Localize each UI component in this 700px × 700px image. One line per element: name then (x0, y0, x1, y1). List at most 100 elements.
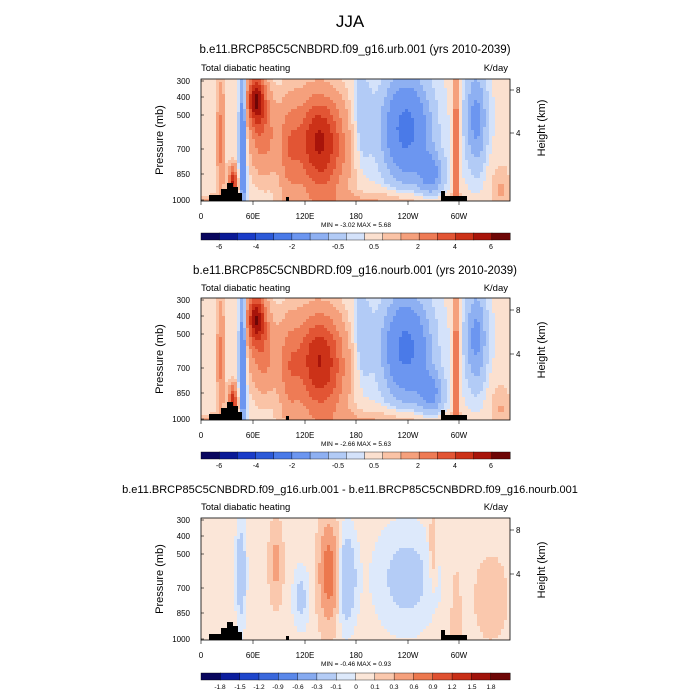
panel-1-colorbar-label: -2 (289, 244, 295, 251)
panel-2-ytick-right-label: 4 (516, 350, 521, 359)
colorbar-swatch (437, 232, 456, 241)
panel-3: b.e11.BRCP85C5CNBDRD.f09_g16.urb.001 - b… (122, 484, 578, 691)
colorbar-swatch (418, 232, 438, 241)
panel-1-ticks: 300 400 500 700 850 1000 8 4 0 60E 120E … (172, 77, 521, 221)
panel-3-colorbar-label: -1.5 (234, 684, 246, 691)
panel-2-ytick-label: 1000 (172, 415, 190, 424)
panel-1-left-string: Total diabatic heating (201, 63, 290, 74)
topography-mask (227, 402, 233, 420)
panel-1-ytick-label: 300 (177, 77, 191, 86)
topography-mask (233, 187, 238, 201)
colorbar-swatch (455, 451, 475, 460)
panel-1-colorbar (200, 232, 511, 241)
topography-mask (233, 626, 238, 640)
panel-1-ytick-label: 1000 (172, 196, 190, 205)
topography-mask (238, 193, 242, 201)
colorbar-swatch (374, 672, 395, 681)
panel-3-xtick-label: 0 (199, 651, 204, 660)
topography-mask (441, 410, 445, 420)
panel-1-ytick-right-label: 8 (516, 86, 521, 95)
colorbar-swatch (432, 672, 453, 681)
colorbar-swatch (309, 451, 329, 460)
panel-3-colorbar-label: 0.3 (389, 684, 398, 691)
panel-1-colorbar-labels: -6 -4 -2 -0.5 0.5 2 4 6 (216, 244, 493, 251)
colorbar-swatch (237, 232, 257, 241)
colorbar-swatch (437, 451, 456, 460)
panel-2-xtick-label: 60E (246, 431, 260, 440)
panel-2-colorbar-label: 6 (489, 463, 493, 470)
panel-2-ytick-label: 300 (177, 296, 191, 305)
panel-3-colorbar-label: -1.8 (214, 684, 226, 691)
colorbar-swatch (258, 672, 279, 681)
colorbar-swatch (273, 451, 293, 460)
topography-mask (286, 197, 289, 201)
colorbar-swatch (218, 451, 238, 460)
topography-mask (209, 195, 221, 201)
panel-1-ytick-label: 500 (177, 111, 191, 120)
panel-1-right-string: K/day (484, 63, 509, 74)
panel-3-ytick-right-label: 8 (516, 526, 521, 535)
colorbar-swatch (218, 232, 238, 241)
topography-mask (227, 183, 233, 201)
panel-3-ytick-label: 700 (177, 584, 191, 593)
panel-3-left-string: Total diabatic heating (201, 502, 290, 513)
topography-mask (227, 622, 233, 640)
panel-3-colorbar-label: 0.6 (409, 684, 418, 691)
panel-2-colorbar-label: 2 (416, 463, 420, 470)
panel-1-ytick-label: 850 (177, 170, 191, 179)
panel-3-xtick-label: 60W (451, 651, 468, 660)
topography-mask (286, 636, 289, 640)
panel-3-ytick-label: 500 (177, 550, 191, 559)
panel-1-minmax: MIN = -3.02 MAX = 5.68 (321, 222, 391, 229)
topography-mask (445, 635, 467, 640)
panel-2-colorbar-label: -0.5 (332, 463, 344, 470)
panel-1: b.e11.BRCP85C5CNBDRD.f09_g16.urb.001 (yr… (154, 44, 548, 251)
colorbar-swatch (471, 672, 492, 681)
topography-mask (221, 628, 227, 640)
panel-3-title: b.e11.BRCP85C5CNBDRD.f09_g16.urb.001 - b… (122, 484, 578, 496)
panel-2-ytick-label: 700 (177, 364, 191, 373)
panel-1-xtick-label: 120E (296, 212, 315, 221)
colorbar-swatch (316, 672, 337, 681)
colorbar-swatch (455, 232, 475, 241)
panel-1-colorbar-label: 0.5 (369, 244, 379, 251)
colorbar-swatch (491, 451, 511, 460)
topography-mask (238, 632, 242, 640)
panel-2-minmax: MIN = -2.66 MAX = 5.63 (321, 441, 391, 448)
panel-3-colorbar-labels: -1.8 -1.5 -1.2 -0.9 -0.6 -0.3 -0.1 0 0.1… (214, 684, 495, 691)
panel-1-ytick-label: 700 (177, 145, 191, 154)
topography-mask (209, 414, 221, 420)
panel-2-colorbar-label: 4 (453, 463, 457, 470)
topography-mask (286, 416, 289, 420)
topography-mask (238, 412, 242, 420)
panel-1-frame (200, 78, 511, 202)
panel-3-xtick-label: 120W (398, 651, 419, 660)
panel-2-ylabel: Pressure (mb) (154, 324, 166, 394)
colorbar-swatch (346, 232, 366, 241)
panel-1-colorbar-label: 2 (416, 244, 420, 251)
panel-3-colorbar-label: -0.9 (272, 684, 284, 691)
panel-1-colorbar-label: -4 (253, 244, 259, 251)
colorbar-swatch (200, 232, 220, 241)
panel-1-title: b.e11.BRCP85C5CNBDRD.f09_g16.urb.001 (yr… (199, 44, 510, 56)
topography-mask (445, 415, 467, 420)
colorbar-swatch (335, 672, 357, 681)
panel-2-ticks: 300 400 500 700 850 1000 8 4 0 60E 120E … (172, 296, 521, 440)
panel-3-ytick-right-label: 4 (516, 570, 521, 579)
colorbar-swatch (355, 672, 376, 681)
panel-3-colorbar-label: 0.1 (370, 684, 379, 691)
colorbar-swatch (328, 232, 347, 241)
panel-3-colorbar-label: -0.6 (292, 684, 304, 691)
colorbar-swatch (451, 672, 472, 681)
panel-3-frame (200, 517, 511, 641)
panel-3-xtick-label: 120E (296, 651, 315, 660)
colorbar-swatch (239, 672, 260, 681)
colorbar-swatch (382, 232, 402, 241)
topography-mask (441, 630, 445, 640)
colorbar-swatch (418, 451, 438, 460)
panel-3-minmax: MIN = -0.46 MAX = 0.93 (321, 661, 391, 668)
topography-mask (221, 408, 227, 420)
topography-mask (441, 191, 445, 201)
panel-1-colorbar-label: -0.5 (332, 244, 344, 251)
colorbar-swatch (364, 451, 384, 460)
